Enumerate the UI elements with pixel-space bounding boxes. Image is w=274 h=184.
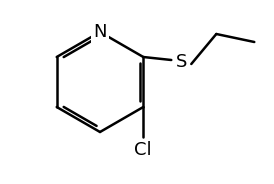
Text: Cl: Cl <box>135 141 152 159</box>
Text: S: S <box>176 53 187 71</box>
Text: N: N <box>93 23 107 41</box>
